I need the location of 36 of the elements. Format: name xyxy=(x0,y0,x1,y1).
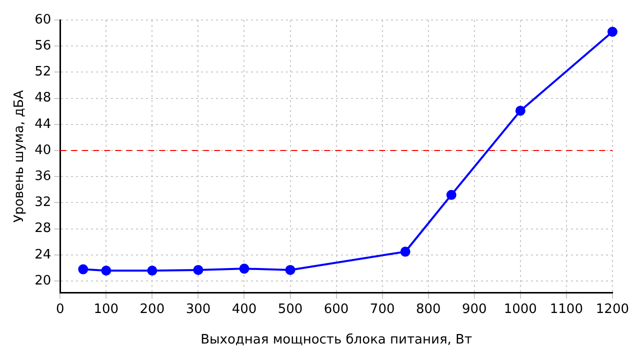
y-tick-label: 24 xyxy=(34,247,52,262)
y-tick-label: 40 xyxy=(34,142,52,158)
point xyxy=(285,264,296,275)
point xyxy=(147,266,158,276)
point xyxy=(515,106,526,116)
x-tick-label: 800 xyxy=(416,302,441,317)
y-tick-label: 52 xyxy=(34,64,52,80)
x-tick-label: 400 xyxy=(232,302,257,317)
point xyxy=(239,264,250,274)
x-tick-label: 1100 xyxy=(550,302,583,317)
x-tick-label: 900 xyxy=(462,302,487,317)
y-tick-label: 44 xyxy=(34,116,52,132)
point xyxy=(78,264,88,274)
x-tick-label: 0 xyxy=(56,302,64,317)
point xyxy=(400,246,410,257)
x-tick-label: 300 xyxy=(186,302,211,317)
y-tick-label: 56 xyxy=(34,38,52,54)
y-axis-title: Уровень шума, дБА xyxy=(12,90,28,223)
y-tick-label: 36 xyxy=(34,169,52,184)
x-axis-title: Выходная мощность блока питания, Вт xyxy=(200,332,472,348)
point xyxy=(607,26,618,37)
y-tick-label: 60 xyxy=(34,12,52,28)
point xyxy=(193,264,204,275)
x-tick-label: 1000 xyxy=(504,302,537,317)
x-tick-label: 700 xyxy=(370,302,395,317)
x-tick-label: 100 xyxy=(94,302,119,317)
y-tick-label: 32 xyxy=(34,195,52,210)
x-tick-label: 500 xyxy=(278,302,303,317)
x-tick-label: 600 xyxy=(324,302,349,317)
y-tick-label: 48 xyxy=(34,90,52,106)
x-tick-label: 200 xyxy=(140,302,165,317)
y-tick-label: 28 xyxy=(34,221,52,236)
point xyxy=(101,266,112,276)
y-tick-label: 20 xyxy=(34,273,52,288)
x-tick-label: 1200 xyxy=(596,302,630,317)
point xyxy=(446,190,456,200)
